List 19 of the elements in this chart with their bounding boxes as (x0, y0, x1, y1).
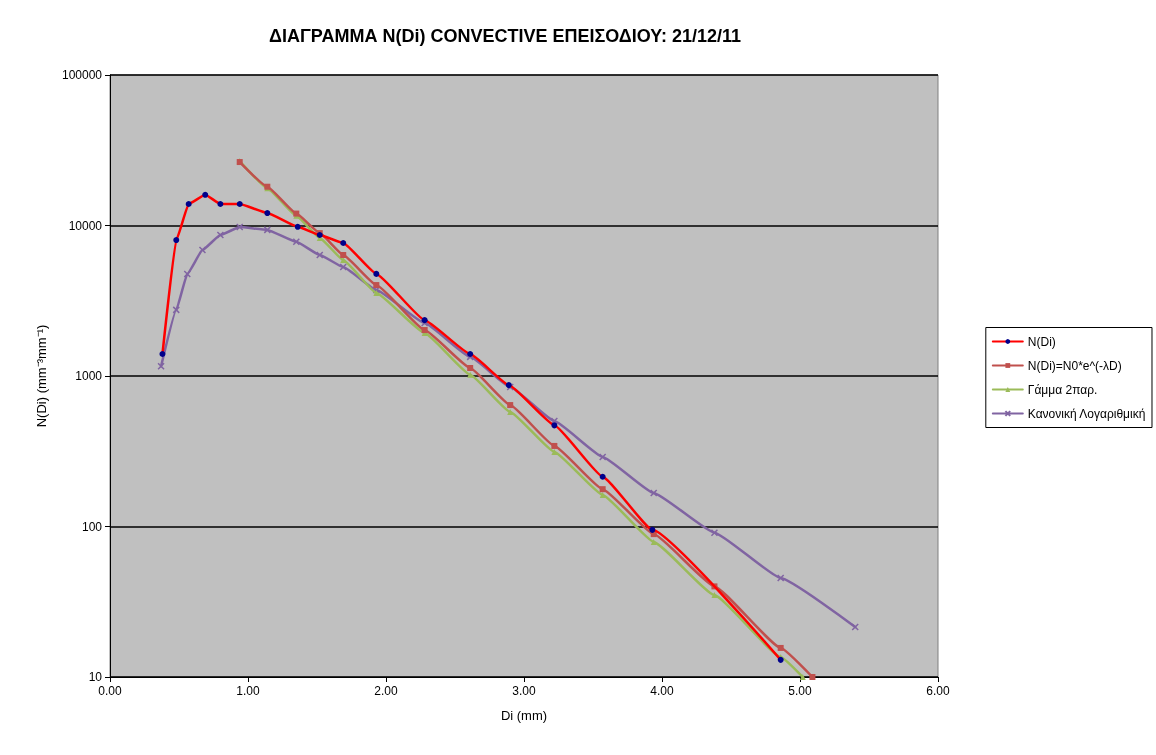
x-tick-label: 5.00 (788, 684, 812, 698)
x-tick-label: 1.00 (236, 684, 260, 698)
x-tick-label: 2.00 (374, 684, 398, 698)
x-tick-label: 3.00 (512, 684, 536, 698)
y-tick-label: 10000 (68, 218, 103, 233)
x-tick-label: 4.00 (650, 684, 674, 698)
y-tick-label: 100 (81, 519, 103, 534)
x-tick-label: 0.00 (98, 684, 122, 698)
y-axis-title: N(Di) (mm⁻³mm⁻¹) (34, 324, 49, 428)
x-tick-label: 6.00 (926, 684, 950, 698)
y-tick-label: 100000 (61, 68, 103, 82)
y-tick-label: 10 (88, 670, 103, 684)
legend-label: Κανονική Λογαριθμική (1027, 406, 1146, 421)
legend-label: N(Di)=N0*e^(-λD) (1027, 358, 1122, 373)
x-axis-title: Di (mm) (500, 708, 548, 723)
y-tick-label: 1000 (75, 369, 103, 383)
chart-title: ΔΙΑΓΡΑΜΜΑ N(Di) CONVECTIVE ΕΠΕΙΣΟΔΙΟΥ: 21/12/11 (269, 26, 741, 46)
legend-label: Γάμμα 2παρ. (1027, 382, 1098, 397)
legend-label: N(Di) (1027, 334, 1056, 349)
